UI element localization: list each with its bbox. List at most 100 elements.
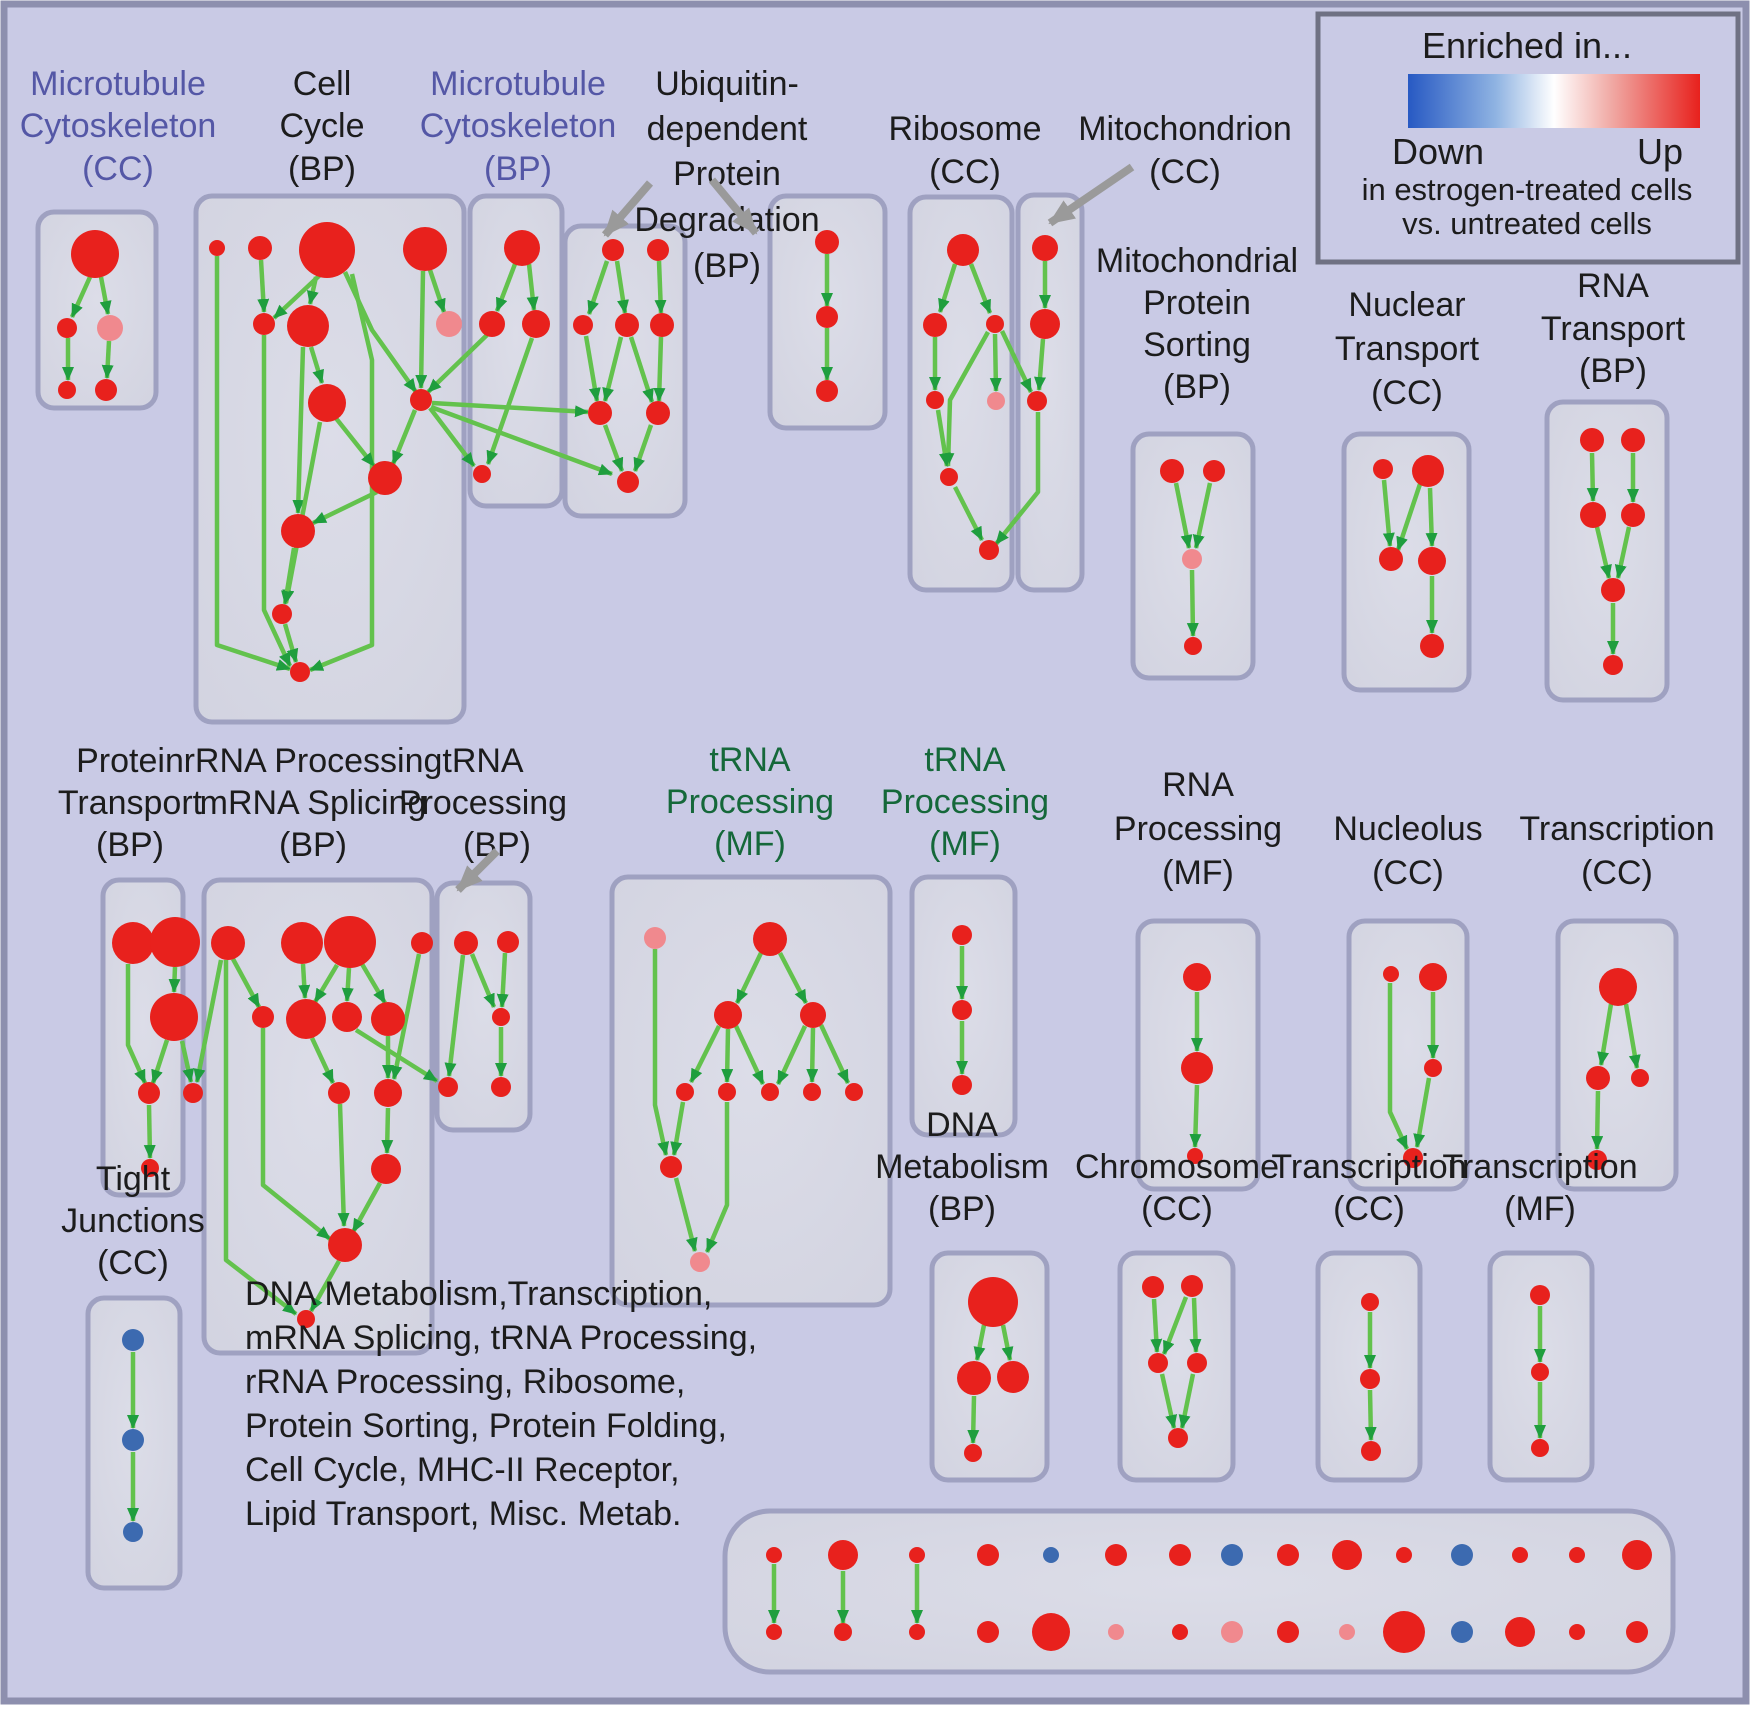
node-down-enriched: [1451, 1621, 1473, 1643]
node-up-enriched: [150, 993, 198, 1041]
edge-arrow: [586, 260, 610, 315]
legend-subtitle: vs. untreated cells: [1402, 206, 1652, 241]
go-term-label: (MF): [1504, 1190, 1576, 1228]
node-weak-up-enriched: [1108, 1624, 1124, 1640]
edge-arrow: [1161, 1296, 1189, 1355]
go-term-label: Microtubule: [30, 65, 206, 103]
edge-arrow: [935, 409, 951, 467]
node-up-enriched: [923, 313, 947, 337]
edge-arrow: [1614, 526, 1632, 579]
go-term-label: tRNA: [924, 741, 1006, 779]
go-term-label: (BP): [1163, 368, 1231, 406]
legend-title: Enriched in...: [1422, 25, 1632, 66]
node-up-enriched: [1361, 1293, 1379, 1311]
edge-arrow: [426, 333, 489, 394]
node-up-enriched: [977, 1621, 999, 1643]
go-term-label: (BP): [288, 150, 356, 188]
node-up-enriched: [1181, 1052, 1213, 1084]
go-term-label: (CC): [82, 150, 154, 188]
note-line: rRNA Processing, Ribosome,: [245, 1363, 685, 1401]
go-term-label: Transcription: [1442, 1148, 1637, 1186]
go-term-label: mRNA Splicing: [200, 784, 427, 822]
go-term-label: Transcription: [1271, 1148, 1466, 1186]
edge-arrow: [1387, 983, 1410, 1150]
node-up-enriched: [845, 1083, 863, 1101]
box-chromosome-cc: [1117, 1250, 1236, 1483]
legend-subtitle: in estrogen-treated cells: [1362, 172, 1693, 207]
node-up-enriched: [660, 1156, 682, 1178]
node-up-enriched: [1379, 547, 1403, 571]
edge-arrow: [989, 333, 1002, 392]
node-up-enriched: [1403, 1148, 1423, 1168]
node-up-enriched: [753, 922, 787, 956]
node-up-enriched: [650, 313, 674, 337]
node-up-enriched: [71, 230, 119, 278]
node-up-enriched: [1105, 1544, 1127, 1566]
node-up-enriched: [1424, 1059, 1442, 1077]
node-up-enriched: [834, 1623, 852, 1641]
edge-arrow: [937, 263, 958, 313]
node-weak-up-enriched: [690, 1252, 710, 1272]
node-up-enriched: [1181, 1275, 1203, 1297]
node-up-enriched: [1030, 309, 1060, 339]
edge-arrow: [469, 953, 497, 1008]
node-up-enriched: [1621, 503, 1645, 527]
edge-arrow: [430, 404, 613, 477]
edge-arrow: [778, 951, 808, 1005]
node-up-enriched: [438, 1077, 458, 1097]
node-up-enriched: [1187, 1353, 1207, 1373]
edge-arrow: [806, 1027, 819, 1083]
node-up-enriched: [979, 540, 999, 560]
go-term-label: Metabolism: [875, 1148, 1049, 1186]
node-up-enriched: [947, 234, 979, 266]
node-up-enriched: [766, 1624, 782, 1640]
node-up-enriched: [454, 931, 478, 955]
label-pointer-arrow-icon: [455, 848, 500, 893]
edge-arrow: [1034, 338, 1046, 391]
node-up-enriched: [1420, 634, 1444, 658]
edge-arrow: [670, 1101, 686, 1156]
node-up-enriched: [1586, 1066, 1610, 1090]
node-up-enriched: [926, 391, 944, 409]
edge-arrow: [98, 276, 112, 315]
node-up-enriched: [816, 380, 838, 402]
node-up-enriched: [1419, 963, 1447, 991]
node-up-enriched: [766, 1547, 782, 1563]
node-up-enriched: [964, 1444, 982, 1462]
edge-arrow: [101, 340, 114, 379]
edge-arrow: [341, 967, 354, 1002]
node-up-enriched: [112, 922, 154, 964]
node-up-enriched: [1027, 391, 1047, 411]
node-up-enriched: [138, 1082, 160, 1104]
note-line: Lipid Transport, Misc. Metab.: [245, 1495, 682, 1533]
go-term-label: Degradation: [634, 201, 819, 239]
node-down-enriched: [1043, 1547, 1059, 1563]
node-up-enriched: [1531, 1363, 1549, 1381]
node-up-enriched: [368, 461, 402, 495]
go-term-label: Transport: [1541, 310, 1686, 348]
go-term-label: (BP): [693, 247, 761, 285]
annotation-pointer-arrows: [455, 163, 1135, 893]
edge-arrow: [282, 623, 299, 663]
node-up-enriched: [1587, 1150, 1607, 1170]
go-term-label: Protein: [76, 742, 184, 780]
node-up-enriched: [1505, 1617, 1535, 1647]
edge-arrow: [281, 547, 297, 605]
edge-arrow: [614, 260, 629, 314]
go-term-label: Protein: [1143, 284, 1251, 322]
node-up-enriched: [281, 922, 323, 964]
edge-arrow: [143, 1104, 156, 1159]
go-term-label: Nuclear: [1348, 286, 1465, 324]
go-term-label: Mitochondrion: [1078, 110, 1292, 148]
edge-arrow: [734, 952, 764, 1004]
edge-arrow: [1173, 482, 1193, 549]
go-term-label: (MF): [929, 825, 1001, 863]
node-up-enriched: [1187, 1148, 1203, 1164]
edge-arrow: [1591, 1090, 1604, 1150]
node-up-enriched: [491, 1077, 511, 1097]
edge-arrow: [309, 273, 375, 673]
node-up-enriched: [1580, 502, 1606, 528]
go-term-label: (BP): [484, 150, 552, 188]
